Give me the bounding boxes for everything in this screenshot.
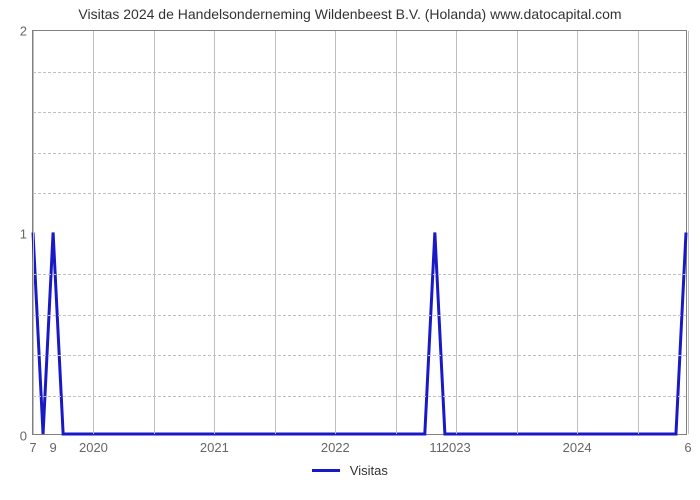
gridline-vertical bbox=[214, 31, 215, 434]
gridline-vertical bbox=[396, 31, 397, 434]
gridline-horizontal bbox=[33, 193, 686, 194]
gridline-horizontal bbox=[33, 274, 686, 275]
x-tick-label: 2023 bbox=[442, 440, 471, 455]
legend: Visitas bbox=[0, 462, 700, 478]
gridline-vertical bbox=[33, 31, 34, 434]
gridline-vertical bbox=[93, 31, 94, 434]
y-tick-label: 1 bbox=[20, 226, 27, 241]
line-series bbox=[33, 31, 686, 434]
gridline-vertical bbox=[577, 31, 578, 434]
gridline-vertical bbox=[638, 31, 639, 434]
gridline-vertical bbox=[456, 31, 457, 434]
gridline-horizontal bbox=[33, 315, 686, 316]
x-tick-label: 2024 bbox=[563, 440, 592, 455]
gridline-vertical bbox=[517, 31, 518, 434]
gridline-vertical bbox=[154, 31, 155, 434]
gridline-horizontal bbox=[33, 396, 686, 397]
y-tick-label: 2 bbox=[20, 24, 27, 39]
gridline-vertical bbox=[275, 31, 276, 434]
gridline-horizontal bbox=[33, 355, 686, 356]
x-tick-label: 2021 bbox=[200, 440, 229, 455]
legend-label: Visitas bbox=[350, 463, 388, 478]
gridline-vertical bbox=[688, 31, 689, 434]
x-tick-label: 2020 bbox=[79, 440, 108, 455]
y-tick-label: 0 bbox=[20, 429, 27, 444]
gridline-horizontal bbox=[33, 153, 686, 154]
x-tick-label: 2022 bbox=[321, 440, 350, 455]
chart-container: Visitas 2024 de Handelsonderneming Wilde… bbox=[0, 0, 700, 500]
data-point-label: 11 bbox=[429, 440, 443, 455]
legend-swatch bbox=[312, 469, 340, 472]
gridline-horizontal bbox=[33, 112, 686, 113]
gridline-horizontal bbox=[33, 72, 686, 73]
data-point-label: 9 bbox=[50, 440, 57, 455]
data-point-label: 6 bbox=[684, 440, 691, 455]
data-point-label: 7 bbox=[29, 440, 36, 455]
chart-title: Visitas 2024 de Handelsonderneming Wilde… bbox=[0, 6, 700, 22]
plot-area: 0122020202120222023202479116 bbox=[32, 30, 687, 435]
gridline-vertical bbox=[335, 31, 336, 434]
